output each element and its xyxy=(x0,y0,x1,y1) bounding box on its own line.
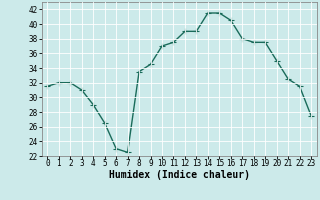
X-axis label: Humidex (Indice chaleur): Humidex (Indice chaleur) xyxy=(109,170,250,180)
